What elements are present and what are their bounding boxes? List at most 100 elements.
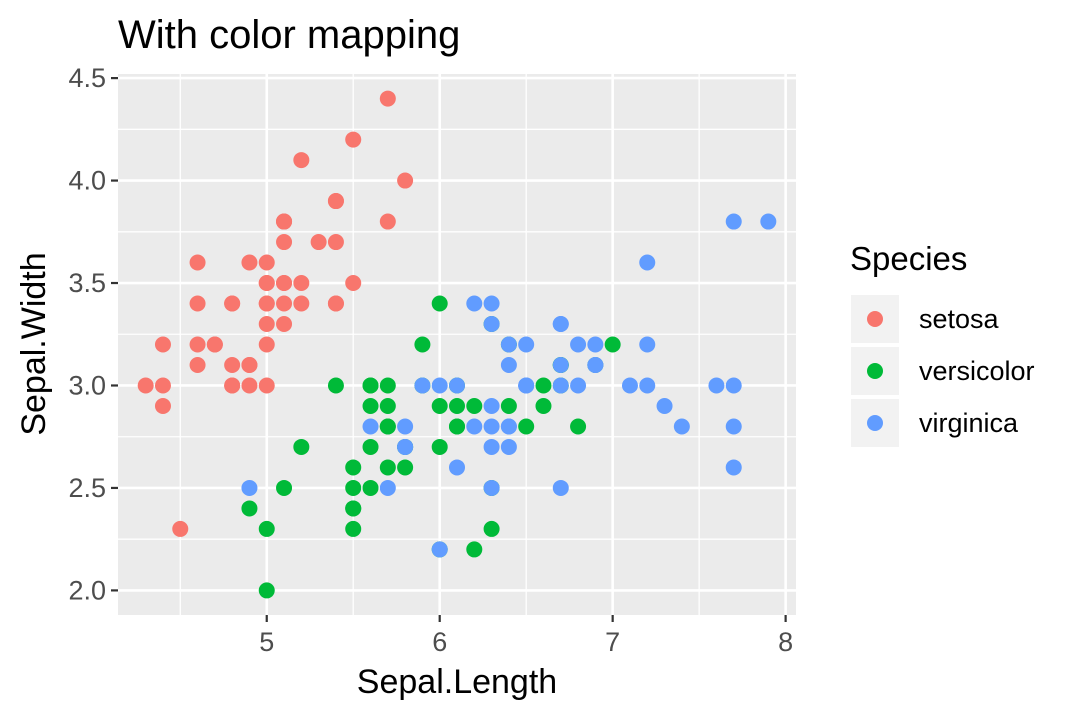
y-tick-label: 2.0 (68, 575, 106, 605)
data-point-versicolor (362, 397, 379, 414)
data-point-versicolor (345, 479, 362, 496)
data-point-setosa (258, 275, 275, 292)
data-point-versicolor (327, 377, 344, 394)
data-point-versicolor (379, 397, 396, 414)
chart-title: With color mapping (118, 13, 460, 57)
data-point-virginica (518, 336, 535, 353)
data-point-versicolor (431, 397, 448, 414)
x-axis-ticks: 5 6 7 8 (259, 615, 793, 657)
data-point-versicolor (535, 397, 552, 414)
data-point-setosa (276, 213, 293, 230)
data-point-setosa (189, 295, 206, 312)
y-axis-ticks: 2.0 2.5 3.0 3.5 4.0 4.5 (68, 63, 118, 605)
data-point-versicolor (345, 459, 362, 476)
data-point-virginica (483, 479, 500, 496)
data-point-setosa (224, 295, 241, 312)
data-point-setosa (327, 295, 344, 312)
data-point-virginica (639, 254, 656, 271)
legend-label-virginica: virginica (919, 408, 1019, 438)
data-point-versicolor (379, 418, 396, 435)
data-points (137, 90, 777, 599)
data-point-virginica (656, 397, 673, 414)
data-point-setosa (327, 234, 344, 251)
data-point-setosa (189, 254, 206, 271)
data-point-virginica (500, 336, 517, 353)
data-point-setosa (241, 356, 258, 373)
data-point-virginica (397, 418, 414, 435)
data-point-versicolor (604, 336, 621, 353)
data-point-setosa (206, 336, 223, 353)
data-point-virginica (449, 459, 465, 476)
data-point-virginica (760, 213, 777, 230)
data-point-versicolor (414, 336, 431, 353)
data-point-setosa (379, 213, 396, 230)
data-point-virginica (725, 418, 742, 435)
data-point-virginica (483, 295, 500, 312)
data-point-setosa (258, 316, 275, 333)
data-point-setosa (258, 295, 275, 312)
data-point-virginica (725, 213, 742, 230)
data-point-setosa (293, 275, 310, 292)
data-point-virginica (379, 479, 396, 496)
data-point-setosa (154, 377, 171, 394)
x-tick-label: 5 (259, 627, 274, 657)
data-point-versicolor (258, 582, 275, 599)
data-point-virginica (362, 418, 379, 435)
data-point-setosa (293, 295, 310, 312)
data-point-virginica (414, 377, 431, 394)
data-point-setosa (189, 356, 206, 373)
data-point-versicolor (345, 520, 362, 537)
data-point-setosa (137, 377, 154, 394)
y-tick-label: 3.0 (68, 370, 106, 400)
data-point-virginica (587, 356, 604, 373)
data-point-setosa (276, 234, 293, 251)
data-point-setosa (258, 377, 275, 394)
data-point-virginica (639, 336, 656, 353)
data-point-setosa (154, 336, 171, 353)
data-point-virginica (500, 438, 517, 455)
data-point-virginica (483, 397, 500, 414)
data-point-virginica (500, 418, 517, 435)
data-point-versicolor (276, 479, 293, 496)
data-point-virginica (552, 316, 569, 333)
data-point-versicolor (379, 459, 396, 476)
data-point-versicolor (362, 377, 379, 394)
y-tick-label: 4.0 (68, 166, 106, 196)
x-tick-label: 7 (605, 627, 620, 657)
data-point-setosa (293, 152, 310, 169)
data-point-versicolor (241, 500, 258, 517)
data-point-virginica (552, 356, 569, 373)
data-point-setosa (172, 520, 189, 537)
data-point-virginica (500, 356, 517, 373)
data-point-versicolor (258, 520, 275, 537)
data-point-setosa (397, 172, 414, 189)
plot-panel (118, 74, 796, 615)
data-point-versicolor (431, 438, 448, 455)
data-point-virginica (725, 377, 742, 394)
data-point-virginica (518, 377, 535, 394)
data-point-versicolor (379, 377, 396, 394)
data-point-virginica (483, 316, 500, 333)
data-point-setosa (345, 275, 362, 292)
legend: Species setosa versicolor virginica (850, 240, 1035, 447)
data-point-versicolor (345, 500, 362, 517)
data-point-virginica (449, 377, 465, 394)
data-point-versicolor (466, 541, 483, 558)
data-point-virginica (708, 377, 725, 394)
data-point-setosa (276, 295, 293, 312)
data-point-virginica (552, 377, 569, 394)
data-point-setosa (345, 131, 362, 148)
x-tick-label: 6 (432, 627, 447, 657)
data-point-setosa (241, 377, 258, 394)
data-point-versicolor (570, 418, 587, 435)
data-point-virginica (587, 336, 604, 353)
legend-label-setosa: setosa (919, 304, 1000, 334)
data-point-setosa (276, 316, 293, 333)
data-point-versicolor (483, 520, 500, 537)
data-point-versicolor (535, 377, 552, 394)
data-point-versicolor (449, 397, 465, 414)
data-point-setosa (310, 234, 327, 251)
data-point-virginica (673, 418, 690, 435)
data-point-setosa (258, 336, 275, 353)
